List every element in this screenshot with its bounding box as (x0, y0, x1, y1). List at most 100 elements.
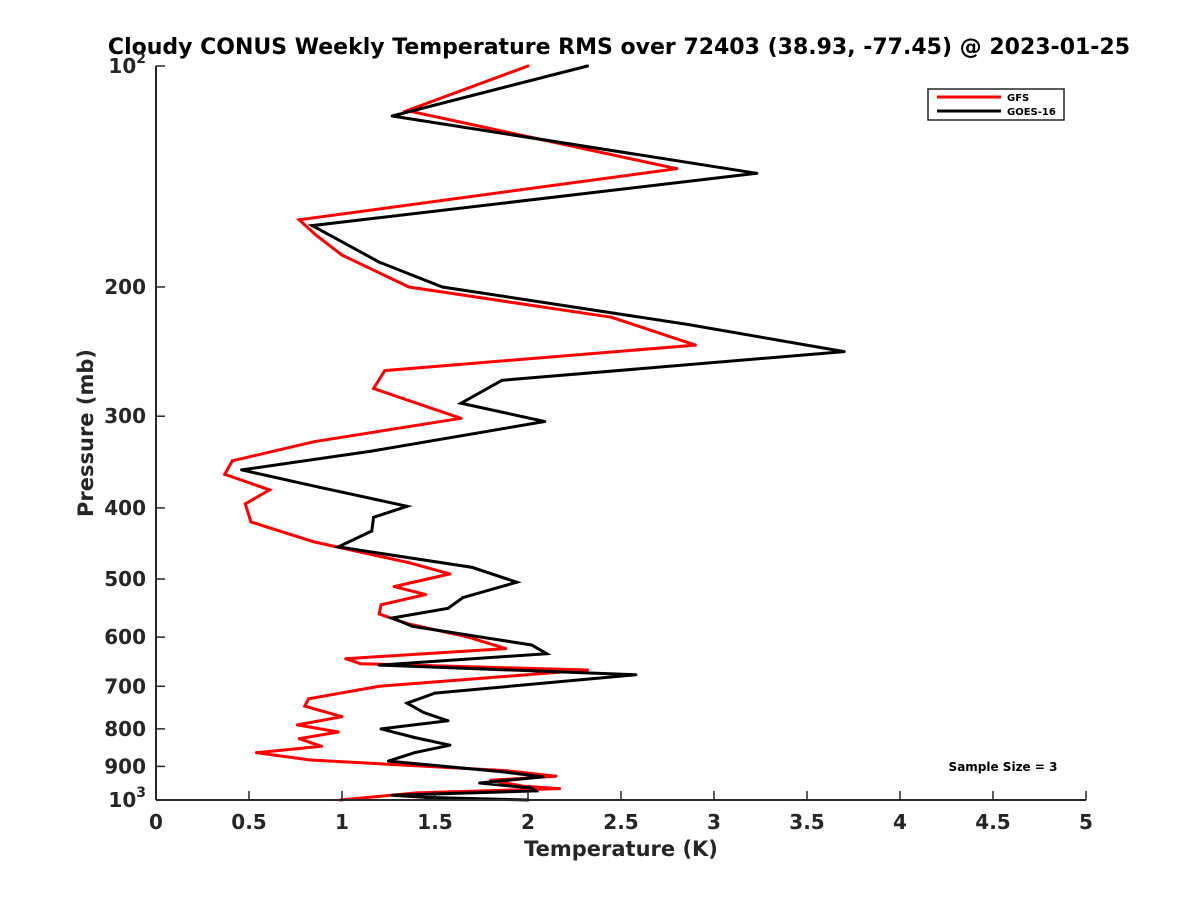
series-point (424, 795, 428, 799)
series-point (387, 759, 390, 763)
y-tick-base: 10 (108, 54, 136, 78)
legend-label: GOES-16 (1007, 107, 1056, 118)
series-point (526, 64, 530, 68)
y-tick-exponent: 2 (136, 51, 146, 67)
series-point (307, 697, 311, 701)
series-point (310, 224, 314, 228)
series-point (308, 758, 312, 762)
series-point (254, 751, 258, 755)
series-point (223, 472, 227, 476)
series-line-goes-16 (241, 64, 845, 802)
series-point (478, 781, 482, 785)
y-tick-label: 300 (104, 404, 146, 428)
series-point (411, 624, 415, 628)
series-point (383, 369, 387, 373)
series-point (459, 401, 463, 405)
x-tick-label: 4.5 (975, 810, 1010, 834)
x-tick-label: 0 (149, 810, 163, 834)
series-point (390, 616, 394, 620)
series-point (372, 515, 376, 519)
series-point (586, 64, 590, 68)
y-tick-label: 200 (104, 275, 146, 299)
x-tick-label: 2.5 (603, 810, 638, 834)
sample-size-annotation: Sample Size = 3 (949, 760, 1058, 774)
series-point (405, 701, 409, 705)
y-axis-label: Pressure (mb) (74, 349, 98, 517)
series-point (340, 715, 344, 719)
x-axis-label: Temperature (K) (524, 837, 718, 861)
series-point (554, 774, 558, 778)
series-point (318, 485, 322, 489)
series-line-gfs (222, 64, 696, 802)
y-tick-label: 103 (108, 785, 146, 812)
series-point (243, 502, 247, 506)
series-point (249, 520, 253, 524)
series-point (379, 727, 383, 731)
series-point (545, 652, 549, 656)
series-point (379, 603, 383, 607)
x-tick-label: 4 (893, 810, 907, 834)
series-point (448, 743, 452, 747)
series-point (230, 459, 234, 463)
series-point (446, 606, 450, 610)
legend-items: GFS GOES-16 (937, 93, 1056, 118)
series-point (422, 711, 426, 715)
series-point (377, 663, 381, 667)
series-point (340, 253, 344, 257)
x-axis-ticks: 0 0.5 1 1.5 2 2.5 3 3.5 4 4.5 5 (149, 791, 1093, 834)
series-point (297, 218, 301, 222)
series-point (842, 350, 846, 354)
series-point (377, 684, 381, 688)
series-point (413, 751, 417, 755)
x-tick-label: 3 (707, 810, 721, 834)
series-point (312, 540, 316, 544)
series-point (370, 529, 374, 533)
y-tick-exponent: 3 (136, 785, 146, 801)
y-tick-label: 600 (104, 625, 146, 649)
legend: GFS GOES-16 (927, 88, 1065, 121)
series-point (675, 167, 679, 171)
y-tick-label: 800 (104, 717, 146, 741)
series-point (372, 386, 376, 390)
series-point (586, 668, 590, 672)
y-tick-label: 102 (108, 51, 146, 78)
y-tick-label: 400 (104, 496, 146, 520)
series-point (368, 449, 372, 453)
legend-label: GFS (1007, 93, 1029, 104)
series-point (459, 416, 463, 420)
x-tick-label: 1 (335, 810, 349, 834)
series-point (500, 378, 504, 382)
y-tick-label: 500 (104, 567, 146, 591)
series-point (390, 114, 394, 118)
series-point (543, 419, 547, 423)
chart-title: Cloudy CONUS Weekly Temperature RMS over… (108, 35, 1130, 60)
series-point (433, 691, 437, 695)
series-point (407, 561, 411, 565)
plot-area (222, 64, 846, 802)
y-tick-label: 900 (104, 754, 146, 778)
series-point (405, 504, 409, 508)
series-point (446, 719, 450, 723)
y-tick-label: 700 (104, 674, 146, 698)
series-point (267, 488, 271, 492)
series-point (336, 730, 340, 734)
series-point (314, 233, 318, 237)
x-tick-label: 2 (521, 810, 535, 834)
x-tick-label: 3.5 (789, 810, 824, 834)
series-point (634, 673, 638, 677)
series-point (424, 593, 428, 597)
series-point (610, 315, 614, 319)
series-point (377, 612, 381, 616)
series-point (755, 171, 759, 175)
series-point (470, 565, 474, 569)
series-point (295, 723, 299, 727)
series-point (541, 775, 545, 779)
series-point (500, 770, 504, 774)
series-point (312, 440, 316, 444)
series-point (303, 704, 307, 708)
series-point (504, 647, 508, 651)
series-point (407, 285, 411, 289)
y-tick-base: 10 (108, 788, 136, 812)
series-point (344, 657, 348, 661)
